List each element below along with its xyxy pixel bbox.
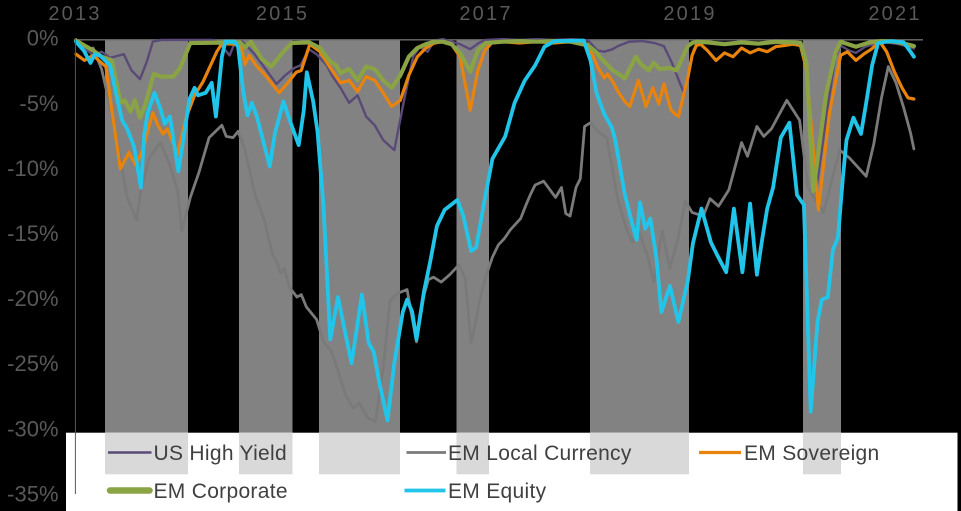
svg-text:-30%: -30% <box>7 416 58 441</box>
svg-text:EM Sovereign: EM Sovereign <box>744 442 880 465</box>
svg-text:EM Local Currency: EM Local Currency <box>448 442 632 465</box>
svg-text:-20%: -20% <box>7 286 58 311</box>
svg-text:-35%: -35% <box>7 481 58 506</box>
svg-text:2013: 2013 <box>48 3 101 25</box>
svg-text:0%: 0% <box>27 26 59 51</box>
svg-text:-15%: -15% <box>7 221 58 246</box>
svg-text:-25%: -25% <box>7 351 58 376</box>
svg-text:2017: 2017 <box>459 3 512 25</box>
svg-text:-5%: -5% <box>19 91 58 116</box>
svg-text:2015: 2015 <box>256 3 309 25</box>
svg-text:-10%: -10% <box>7 156 58 181</box>
svg-text:US High Yield: US High Yield <box>154 442 287 465</box>
svg-text:EM Equity: EM Equity <box>448 480 547 503</box>
svg-text:2021: 2021 <box>868 3 921 25</box>
svg-text:EM Corporate: EM Corporate <box>154 480 288 503</box>
svg-text:2019: 2019 <box>663 3 716 25</box>
